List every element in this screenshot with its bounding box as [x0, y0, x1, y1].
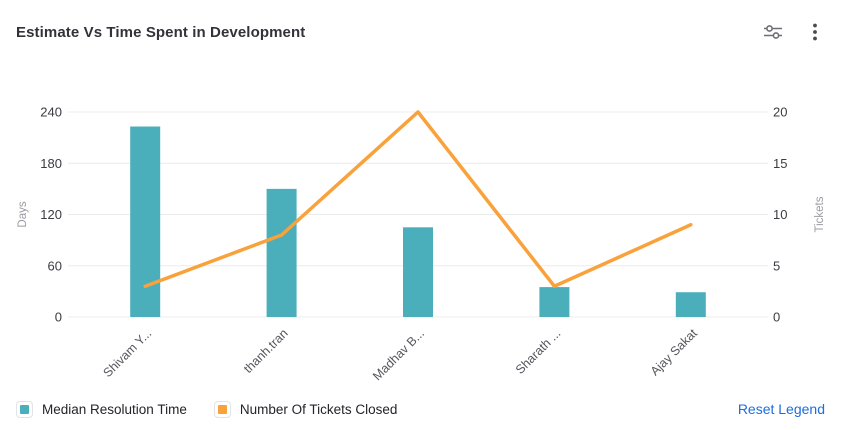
chart-plot-area: 0 0 60 5 120 10 180 15 240 20 Days Tickets Shivam Y.… [0, 85, 841, 395]
kebab-menu-icon[interactable] [801, 18, 829, 46]
left-axis-tick-label: 120 [40, 207, 62, 222]
teal-swatch [20, 404, 29, 414]
line-number-of-tickets-closed[interactable] [143, 110, 693, 288]
left-axis-name: Days [17, 201, 29, 227]
x-axis-category-label: Ajay Sakat [648, 326, 701, 379]
x-axis-category-label: Madhav B... [370, 326, 427, 383]
legend-chip [16, 400, 33, 418]
bar-median-resolution-time[interactable] [539, 287, 570, 317]
header-icons [759, 18, 829, 46]
right-axis-tick-label: 15 [773, 156, 787, 171]
x-axis-category-label: thanh.tran [241, 326, 291, 376]
reset-legend-link[interactable]: Reset Legend [737, 401, 825, 417]
orange-swatch [217, 404, 227, 414]
bar-median-resolution-time[interactable] [130, 126, 161, 317]
x-axis-category-label: Sharath ... [513, 326, 564, 377]
combo-chart-svg: 0 0 60 5 120 10 180 15 240 20 Days Tickets Shivam Y.… [17, 105, 826, 384]
bar-median-resolution-time[interactable] [266, 188, 297, 317]
legend-label: Median Resolution Time [42, 401, 187, 417]
bar-median-resolution-time[interactable] [403, 227, 433, 317]
legend-label: Number Of Tickets Closed [239, 401, 398, 417]
left-axis-tick-label: 60 [48, 258, 62, 273]
x-axis-category-label: Shivam Y... [101, 326, 155, 380]
chart-title: Estimate Vs Time Spent in Development [16, 24, 306, 41]
sliders-icon[interactable] [759, 18, 787, 46]
legend-item-number-of-tickets-closed[interactable]: Number Of Tickets Closed [213, 400, 398, 418]
right-axis-tick-label: 20 [773, 105, 787, 120]
right-axis-tick-label: 0 [773, 310, 780, 325]
legend-item-median-resolution-time[interactable]: Median Resolution Time [16, 400, 187, 418]
right-axis-tick-label: 10 [773, 207, 787, 222]
left-axis-tick-label: 240 [40, 105, 62, 120]
bar-median-resolution-time[interactable] [675, 292, 706, 317]
left-axis-tick-label: 0 [55, 310, 62, 325]
legend-chip [213, 400, 231, 418]
right-axis-name: Tickets [814, 196, 826, 232]
right-axis-tick-label: 5 [773, 258, 780, 273]
chart-legend: Median Resolution Time Number Of Tickets… [16, 399, 825, 419]
left-axis-tick-label: 180 [40, 156, 62, 171]
card-header: Estimate Vs Time Spent in Development [0, 0, 841, 56]
